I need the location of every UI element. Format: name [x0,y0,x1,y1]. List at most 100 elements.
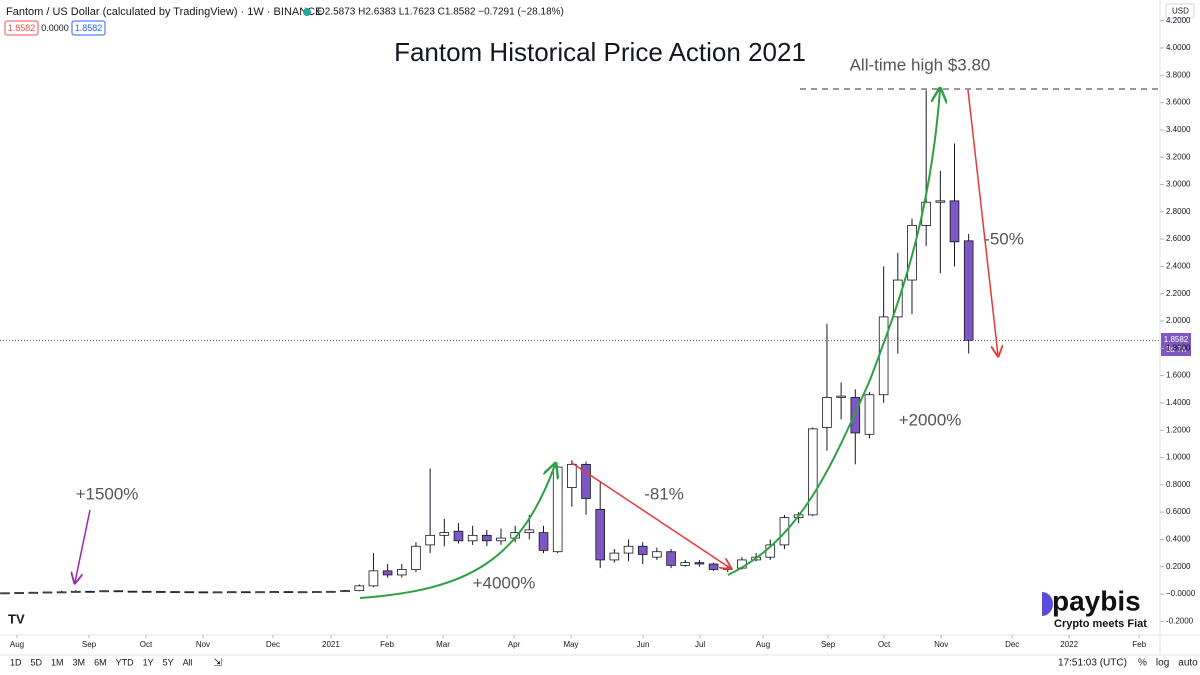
x-tick-label: Feb [380,640,394,649]
y-tick-label: 3.2000 [1166,152,1191,161]
candle-body [708,563,719,570]
arrow-down [75,509,91,582]
y-tick-label: 1.8000 [1166,343,1191,352]
candle-body [297,591,308,594]
range-button[interactable]: 5D [31,657,43,667]
candle-body [283,591,294,593]
ask-box [71,20,106,36]
range-button[interactable]: 3M [73,657,86,667]
range-button[interactable]: YTD [116,657,135,667]
candle-body [56,591,67,594]
option-button[interactable]: log [1156,658,1169,669]
annotation: +4000% [473,573,536,592]
candle-body [311,591,322,593]
y-tick-label: 0.2000 [1166,562,1191,571]
toolbar: 1D 5D 1M 3M 6M YTD 1Y 5Y All ⇲% log auto [10,657,1198,668]
price-tag-price: 1.8582 [1164,335,1189,344]
candle-body [595,508,605,561]
candle-body [28,591,39,594]
candle-body [538,532,549,551]
x-tick-label: Nov [934,640,948,649]
range-button[interactable]: 5Y [163,657,174,667]
annotation: +2000% [899,410,962,429]
currency-button[interactable] [1165,3,1195,19]
range-button[interactable]: 1Y [143,657,154,667]
candle-body [99,590,109,593]
candle-body [255,591,265,594]
y-tick-label: 2.2000 [1166,289,1191,298]
currency[interactable]: USD [1172,7,1189,16]
range-button[interactable]: 1M [51,657,64,667]
ohlc: O2.5873 H2.6383 L1.7623 C1.8582 −0.7291 … [317,7,564,18]
ask: 1.8582 [75,23,103,33]
y-tick-label: 4.0000 [1166,43,1191,52]
candle-body [652,551,662,558]
candle-body [680,562,691,566]
range-button[interactable]: 6M [94,657,107,667]
logo-name: paybis [1052,585,1141,616]
x-tick-label: Jun [637,640,650,649]
x-tick-label: Dec [266,640,280,649]
y-tick-label: 1.6000 [1166,371,1191,380]
candle-body [354,585,365,592]
candle-body [666,551,676,566]
y-tick-label: -0.2000 [1166,616,1194,625]
y-tick-label: 0.8000 [1166,480,1191,489]
clock: 17:51:03 (UTC) [1058,658,1127,669]
candle-body [127,590,138,593]
candle-body [836,395,846,398]
candle-body [382,570,393,576]
arrow-up [727,90,940,576]
candle-body [482,534,492,542]
y-tick-label: 2.6000 [1166,234,1191,243]
candle-body [807,428,818,516]
candle-body [822,397,832,428]
date-range-icon[interactable]: ⇲ [214,658,222,669]
y-tick-label: 2.4000 [1166,262,1191,271]
candle-body [71,590,81,593]
status-dot [303,8,311,16]
x-tick-label: Sep [82,640,97,649]
candle-body [467,534,478,542]
y-tick-label: 2.0000 [1166,316,1191,325]
range-button[interactable]: All [183,657,193,667]
candle-body [581,463,591,499]
x-tick-label: Aug [756,640,770,649]
candle-body [0,592,10,595]
candle-body [567,463,577,488]
x-tick-label: Oct [878,640,891,649]
y-tick-label: 1.4000 [1166,398,1191,407]
candle-body [156,591,166,593]
y-tick-label: 2.8000 [1166,207,1191,216]
bid-box [4,20,39,36]
option-button[interactable]: auto [1178,658,1198,669]
candle-body [226,591,237,594]
candles [0,90,974,595]
candle-body [326,590,336,593]
y-tick-label: 0.4000 [1166,535,1191,544]
y-tick-label: 3.0000 [1166,180,1191,189]
range-button[interactable]: 1D [10,657,22,667]
annotation: +1500% [76,484,139,503]
candle-body [212,591,223,594]
y-tick-label: 3.6000 [1166,98,1191,107]
x-tick-label: Apr [508,640,521,649]
candle-body [42,591,53,594]
candle-body [368,570,379,587]
y-tick-label: 1.2000 [1166,425,1191,434]
candle-body [269,591,280,593]
candle-body [552,466,563,553]
y-tick-label: 0.6000 [1166,507,1191,516]
symbol-title: Fantom / US Dollar (calculated by Tradin… [6,6,322,18]
candle-body [878,316,889,396]
x-tick-label: Feb [1132,640,1146,649]
candle-body [893,279,903,318]
option-button[interactable]: % [1138,658,1147,669]
x-tick-label: May [563,640,578,649]
candle-body [141,590,152,593]
y-tick-label: −0.0000 [1166,589,1196,598]
spread: 0.0000 [41,23,69,33]
y-tick-label: 1.0000 [1166,453,1191,462]
logo-tagline: Crypto meets Fiat [1054,618,1147,630]
x-tick-label: Nov [196,640,210,649]
